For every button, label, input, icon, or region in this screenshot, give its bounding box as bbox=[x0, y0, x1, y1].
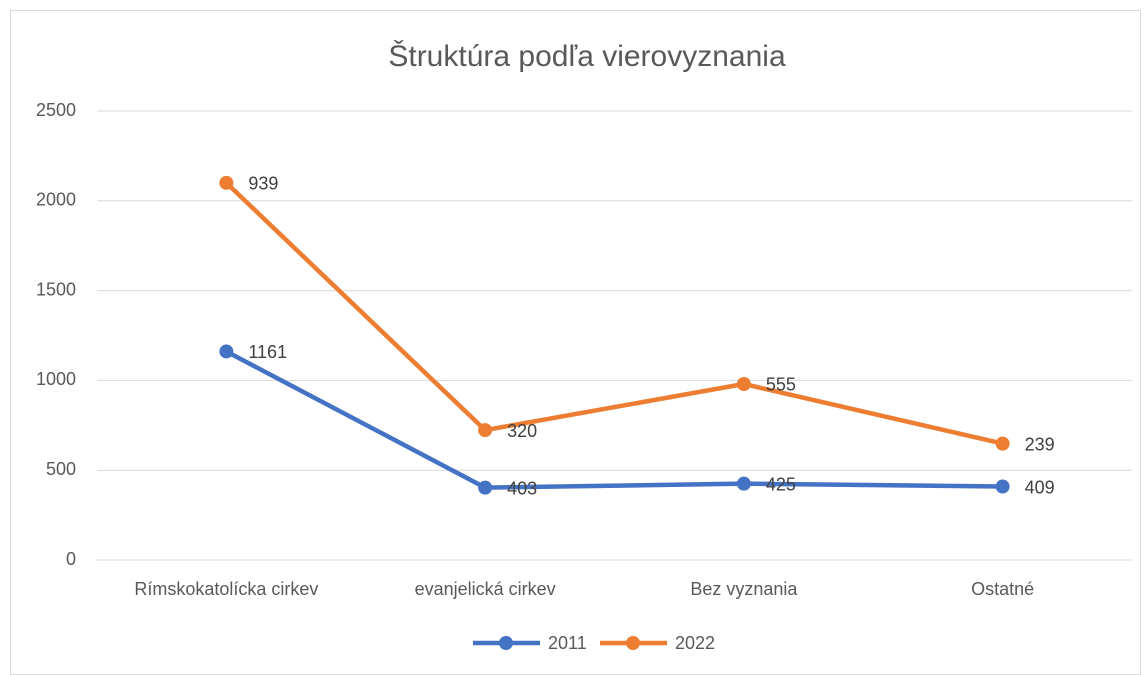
chart-frame bbox=[10, 10, 1141, 675]
data-point bbox=[478, 423, 493, 438]
y-tick-label: 2500 bbox=[36, 100, 76, 120]
data-label: 409 bbox=[1025, 477, 1055, 497]
y-tick-label: 2000 bbox=[36, 190, 76, 210]
data-label: 555 bbox=[766, 375, 796, 395]
y-tick-label: 0 bbox=[66, 549, 76, 569]
x-tick-label: Rímskokatolícka cirkev bbox=[134, 579, 318, 599]
legend-label: 2022 bbox=[675, 633, 715, 653]
data-point bbox=[219, 175, 234, 190]
y-tick-label: 1000 bbox=[36, 369, 76, 389]
data-label: 320 bbox=[507, 421, 537, 441]
data-label: 939 bbox=[248, 174, 278, 194]
data-label: 1161 bbox=[248, 342, 287, 362]
x-tick-label: Ostatné bbox=[971, 579, 1034, 599]
series-line bbox=[224, 349, 1005, 490]
data-point bbox=[995, 436, 1010, 451]
series-line bbox=[224, 180, 1005, 446]
data-point bbox=[995, 479, 1010, 494]
data-label: 425 bbox=[766, 474, 796, 494]
legend-label: 2011 bbox=[548, 633, 587, 653]
data-point bbox=[219, 344, 234, 359]
x-tick-label: evanjelická cirkev bbox=[415, 579, 556, 599]
data-point bbox=[736, 376, 751, 391]
y-tick-label: 500 bbox=[46, 459, 76, 479]
y-tick-label: 1500 bbox=[36, 279, 76, 299]
x-tick-label: Bez vyznania bbox=[690, 579, 798, 599]
data-label: 239 bbox=[1025, 434, 1055, 454]
legend-marker bbox=[499, 636, 513, 650]
chart-title: Štruktúra podľa vierovyznania bbox=[388, 39, 786, 73]
data-label: 403 bbox=[507, 478, 537, 498]
data-point bbox=[736, 476, 751, 491]
legend-marker bbox=[626, 636, 640, 650]
data-point bbox=[478, 480, 493, 495]
